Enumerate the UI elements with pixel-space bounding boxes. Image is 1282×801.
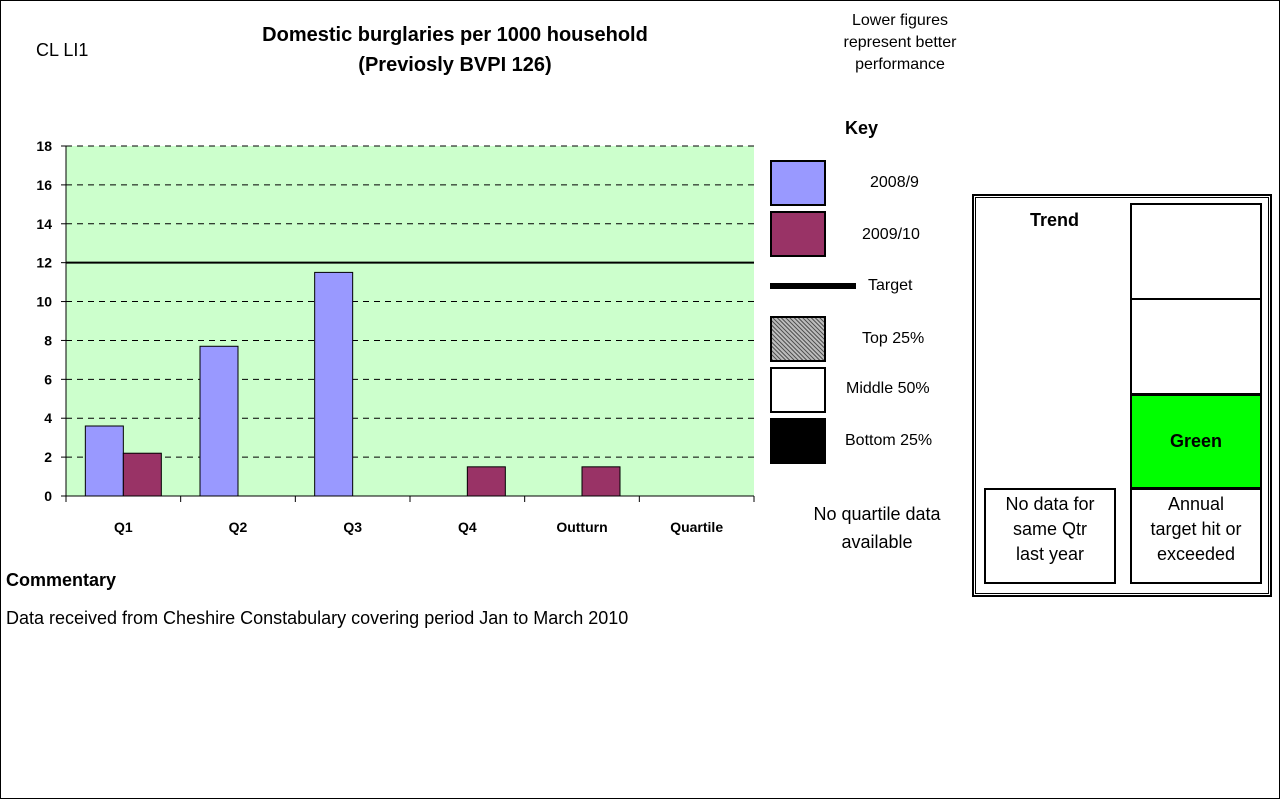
trend-comparison-box: No data for same Qtr last year: [984, 488, 1116, 584]
legend-target-line: [770, 283, 856, 289]
bar-2008-9-q1: [84, 425, 124, 497]
performance-note-line1: Lower figures: [851, 12, 949, 29]
performance-note-line2: represent better: [843, 34, 957, 51]
trend-comparison-line1: No data for: [1005, 494, 1095, 514]
status-segment-middle: [1130, 298, 1262, 395]
trend-panel: [972, 194, 1272, 597]
x-tick-label: Q3: [343, 519, 362, 535]
x-tick-label: Outturn: [556, 519, 607, 535]
target-status-line2: target hit or: [1150, 519, 1242, 539]
target-status-line1: Annual: [1167, 494, 1225, 514]
trend-comparison-line3: last year: [1015, 544, 1085, 564]
chart-title-line1: Domestic burglaries per 1000 household: [262, 24, 648, 46]
trend-panel-inner: [975, 197, 1269, 594]
quartile-note: No quartile data available: [772, 500, 982, 556]
quartile-note-line1: No quartile data: [813, 504, 941, 524]
legend-swatch-2009-10: [770, 211, 826, 257]
legend-label-2008-9: 2008/9: [870, 174, 919, 191]
target-status-line3: exceeded: [1156, 544, 1236, 564]
y-tick-label: 10: [36, 294, 52, 310]
legend-label-bottom-25: Bottom 25%: [845, 432, 933, 449]
y-tick-label: 0: [44, 488, 52, 504]
legend-label-2009-10: 2009/10: [862, 226, 920, 243]
commentary-text: Data received from Cheshire Constabulary…: [6, 608, 629, 628]
bar-chart: 0 2 4 6 8 10 12 14 16 18 Q1 Q2 Q3 Q4 Outturn Quartile: [36, 138, 755, 535]
x-tick-label: Q4: [458, 519, 477, 535]
bar-2008-9-q2: [199, 345, 239, 497]
y-tick-label: 4: [44, 410, 52, 426]
legend-swatch-top-25: [770, 316, 826, 362]
bar-2009-10-q1: [122, 452, 162, 497]
legend-label-target: Target: [868, 277, 913, 294]
bar-2009-10-q4: [466, 466, 506, 497]
trend-comparison-line2: same Qtr: [1012, 519, 1087, 539]
y-tick-label: 2: [44, 449, 52, 465]
y-tick-label: 14: [36, 216, 52, 232]
y-tick-label: 8: [44, 332, 52, 348]
x-tick-label: Q1: [114, 519, 133, 535]
chart-title-line2: (Previosly BVPI 126): [358, 54, 552, 76]
x-tick-label: Quartile: [670, 519, 723, 535]
status-segment-green: Green: [1130, 393, 1262, 489]
quartile-note-line2: available: [841, 532, 913, 552]
y-tick-label: 12: [36, 255, 52, 271]
trend-label: Trend: [1030, 210, 1080, 230]
bar-2008-9-q3: [314, 271, 354, 497]
key-title: Key: [845, 118, 879, 138]
performance-note: Lower figures represent better performan…: [830, 10, 970, 76]
commentary-title: Commentary: [6, 570, 117, 590]
legend-label-middle-50: Middle 50%: [846, 380, 930, 397]
target-status-box: Annual target hit or exceeded: [1130, 488, 1262, 584]
bar-2009-10-outturn: [581, 466, 621, 497]
legend-swatch-bottom-25: [770, 418, 826, 464]
legend-label-top-25: Top 25%: [862, 330, 925, 347]
performance-note-line3: performance: [855, 56, 945, 73]
indicator-code: CL LI1: [36, 40, 89, 60]
y-tick-label: 18: [36, 138, 52, 154]
y-tick-label: 16: [36, 177, 52, 193]
plot-area: [66, 146, 754, 496]
status-segment-top: [1130, 203, 1262, 300]
chart-title: Domestic burglaries per 1000 household (…: [170, 20, 740, 80]
legend-swatch-2008-9: [770, 160, 826, 206]
y-tick-label: 6: [44, 371, 52, 387]
legend-swatch-middle-50: [770, 367, 826, 413]
x-tick-label: Q2: [229, 519, 248, 535]
